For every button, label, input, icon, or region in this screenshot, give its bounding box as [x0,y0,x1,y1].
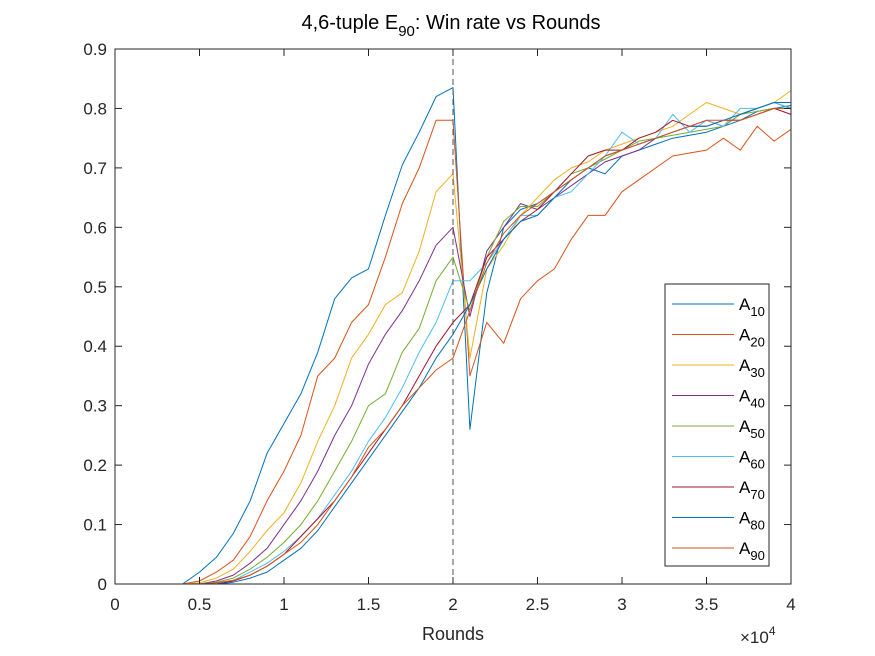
x-tick-label: 3.5 [695,595,719,614]
legend-label: A70 [739,478,765,502]
y-tick-label: 0.8 [83,99,107,118]
x-tick-label: 1 [279,595,288,614]
y-tick-label: 0.4 [83,337,107,356]
x-tick-label: 2 [448,595,457,614]
legend-label: A10 [739,295,765,319]
legend-label: A20 [739,326,765,350]
chart-title: 4,6-tuple E90: Win rate vs Rounds [301,12,600,40]
y-tick-label: 0.9 [83,40,107,59]
legend-label: A30 [739,356,765,380]
series-line-A20 [131,119,792,585]
x-axis-exponent: ×104 [740,624,776,647]
legend-label: A80 [739,509,765,533]
x-tick-label: 0 [110,595,119,614]
series-layer [131,87,792,585]
y-tick-label: 0.1 [83,516,107,535]
legend: A10 A20 A30 A40 A50 A60 A70 A80 A90 [664,283,770,567]
x-tick-label: 2.5 [526,595,550,614]
y-tick-label: 0.7 [83,159,107,178]
y-tick-label: 0.2 [83,456,107,475]
legend-label: A90 [739,539,765,563]
y-tick-label: 0 [98,575,107,594]
x-axis: 0 0.5 1 1.5 2 2.5 3 3.5 4 [110,49,796,614]
x-axis-label: Rounds [422,624,484,644]
legend-label: A50 [739,417,765,441]
series-line-A30 [131,90,792,585]
y-tick-label: 0.3 [83,397,107,416]
x-tick-label: 4 [786,595,795,614]
y-tick-label: 0.5 [83,278,107,297]
legend-label: A40 [739,387,765,411]
legend-label: A60 [739,448,765,472]
series-line-A90 [131,107,791,585]
legend-items: A10 A20 A30 A40 A50 A60 A70 A80 A90 [672,295,765,563]
y-axis: 0 0.1 0.2 0.3 0.4 0.5 0.6 0.7 0.8 0.9 [83,40,791,594]
legend-box [664,283,770,567]
x-tick-label: 1.5 [357,595,381,614]
y-tick-label: 0.6 [83,218,107,237]
x-tick-label: 0.5 [188,595,212,614]
series-line-A50 [131,107,791,585]
x-tick-label: 3 [617,595,626,614]
series-line-A10 [131,87,792,585]
